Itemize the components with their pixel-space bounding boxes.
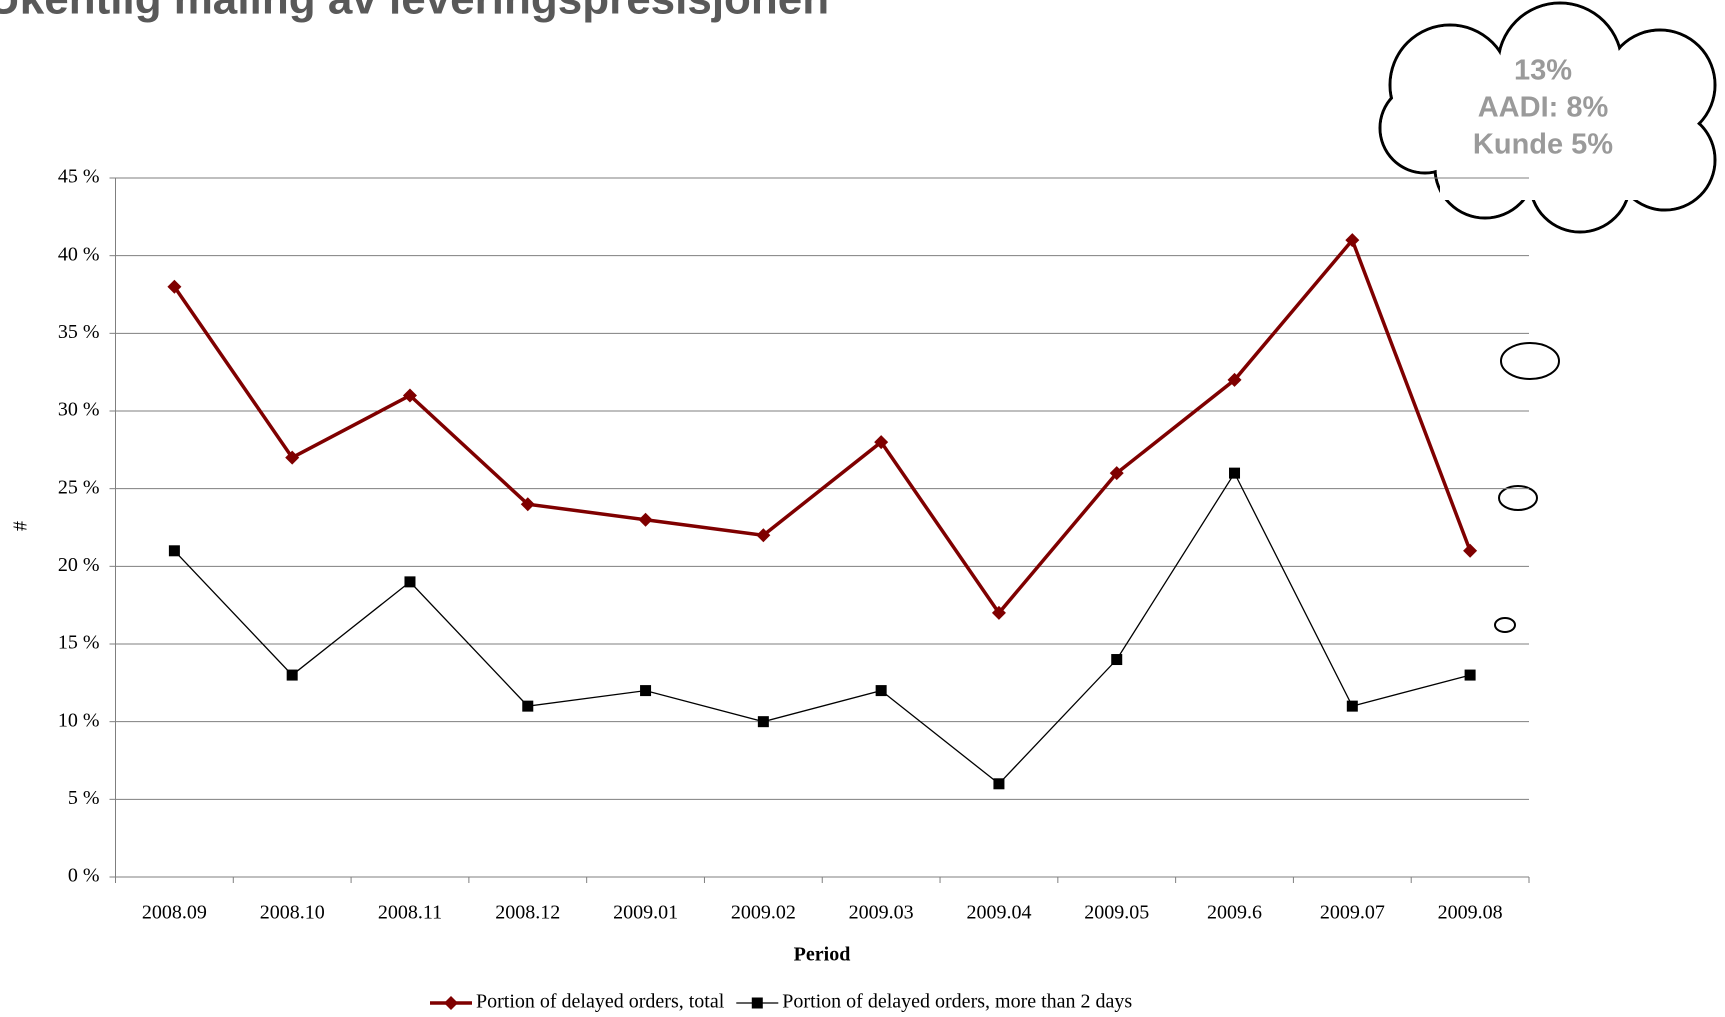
x-tick-label: 2008.10 — [260, 902, 325, 924]
y-tick-label: 45 % — [58, 166, 100, 188]
point — [757, 716, 769, 728]
x-tick-label: 2008.12 — [495, 902, 560, 924]
x-tick-label: 2009.05 — [1084, 902, 1149, 924]
y-tick-label: 10 % — [58, 709, 100, 731]
x-tick-label: 2008.09 — [142, 902, 207, 924]
point — [444, 996, 458, 1010]
annotation: Kunde 5% — [1473, 129, 1613, 161]
cloud — [1378, 1, 1717, 633]
y-tick-label: 15 % — [58, 632, 100, 654]
point — [991, 605, 1006, 620]
point — [1109, 466, 1124, 481]
x-tick-label: 2009.6 — [1207, 902, 1262, 924]
point — [285, 450, 300, 465]
series-line — [172, 236, 1472, 616]
x-tick-label: 2009.01 — [613, 902, 678, 924]
point — [993, 778, 1005, 790]
legend-label: Portion of delayed orders, total — [476, 991, 725, 1013]
y-tick-label: 30 % — [58, 399, 100, 421]
y-tick-label: 25 % — [58, 476, 100, 498]
y-tick-label: 0 % — [68, 865, 100, 887]
point — [875, 685, 887, 697]
point — [638, 512, 653, 527]
point — [1111, 654, 1123, 666]
x-tick-label: 2008.11 — [378, 902, 442, 924]
x-tick-label: 2009.02 — [731, 902, 796, 924]
annotation: 13% — [1514, 55, 1572, 87]
series-line — [173, 471, 1471, 785]
y-tick-label: 5 % — [68, 787, 100, 809]
point — [640, 685, 652, 697]
legend-label: Portion of delayed orders, more than 2 d… — [782, 991, 1132, 1013]
point — [1345, 233, 1360, 248]
x-axis-label: Period — [794, 944, 851, 966]
point — [1227, 372, 1242, 387]
point — [168, 545, 180, 557]
point — [874, 435, 889, 450]
chart-title: Ukentlig måling av leveringspresisjonen — [0, 0, 829, 24]
point — [286, 669, 298, 681]
y-tick-label: 35 % — [58, 321, 100, 343]
point — [1464, 669, 1476, 681]
x-tick-label: 2009.04 — [966, 902, 1031, 924]
point — [167, 279, 182, 294]
point — [1346, 700, 1358, 712]
x-tick-label: 2009.07 — [1320, 902, 1385, 924]
point — [404, 576, 416, 588]
y-tick-label: 20 % — [58, 554, 100, 576]
point — [520, 497, 535, 512]
x-tick-label: 2009.03 — [849, 902, 914, 924]
point — [1229, 467, 1241, 479]
point — [402, 388, 417, 403]
annotation: AADI: 8% — [1478, 92, 1609, 124]
point — [751, 997, 763, 1009]
y-tick-label: 40 % — [58, 243, 100, 265]
point — [756, 528, 771, 543]
point — [522, 700, 534, 712]
x-tick-label: 2009.08 — [1438, 902, 1503, 924]
y-axis-label: # — [10, 521, 32, 531]
point — [1463, 543, 1478, 558]
